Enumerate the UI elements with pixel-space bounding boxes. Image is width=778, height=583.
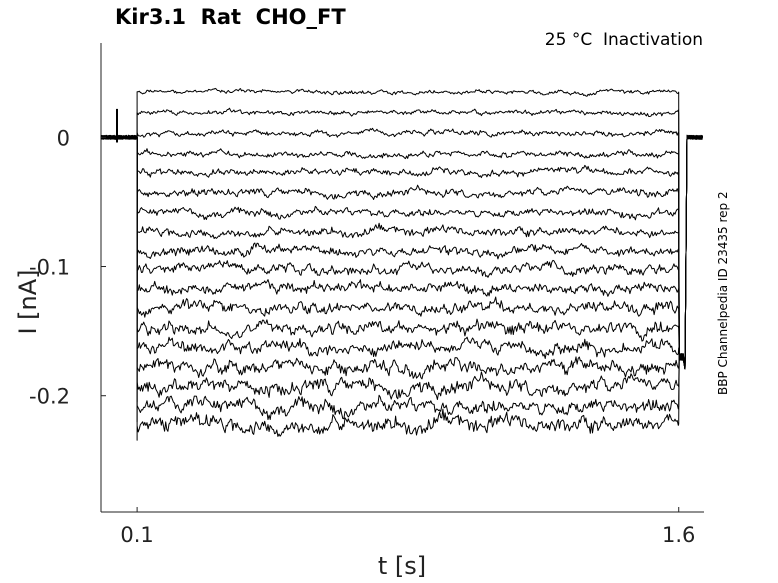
channelpedia-id-note: BBP Channelpedia ID 23435 rep 2: [716, 191, 730, 395]
current-trace: [100, 134, 704, 370]
current-trace: [100, 134, 704, 370]
current-trace: [100, 134, 703, 383]
y-tick-label: 0: [57, 126, 70, 150]
current-trace: [100, 134, 703, 370]
y-tick-label: -0.2: [29, 385, 70, 409]
current-trace: [100, 134, 703, 423]
current-trace: [100, 134, 704, 370]
current-trace: [101, 134, 703, 403]
x-tick-label: 0.1: [120, 523, 153, 547]
current-trace: [100, 134, 703, 370]
current-trace: [100, 134, 703, 370]
x-tick-label: 1.6: [662, 523, 695, 547]
y-axis-label: I [nA]: [14, 269, 42, 335]
current-trace: [100, 135, 703, 370]
chart-title: Kir3.1 Rat CHO_FT: [115, 5, 346, 29]
current-trace: [100, 134, 703, 370]
current-traces: [100, 87, 704, 441]
current-trace: [100, 107, 704, 370]
current-trace: [100, 134, 703, 370]
current-trace: [100, 127, 703, 370]
chart-axes: [100, 43, 704, 513]
current-trace: [100, 135, 703, 370]
current-trace: [100, 134, 704, 441]
chart-subtitle: 25 °C Inactivation: [544, 30, 703, 50]
axis-ticks: 0 -0.1 -0.2 0.1 1.6: [29, 126, 695, 547]
y-tick-label: -0.1: [29, 256, 70, 280]
current-trace: [100, 135, 703, 370]
current-trace: [100, 87, 703, 370]
x-axis-label: t [s]: [377, 552, 427, 580]
